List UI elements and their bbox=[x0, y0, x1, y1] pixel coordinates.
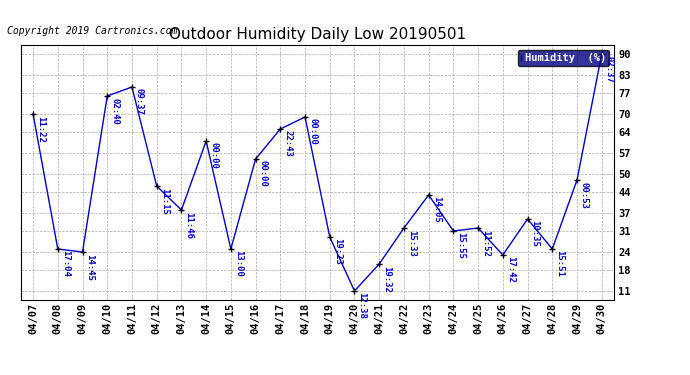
Text: 12:38: 12:38 bbox=[357, 292, 366, 320]
Text: 14:05: 14:05 bbox=[432, 196, 441, 223]
Text: Copyright 2019 Cartronics.com: Copyright 2019 Cartronics.com bbox=[7, 26, 177, 36]
Text: 17:42: 17:42 bbox=[506, 256, 515, 284]
Text: 15:55: 15:55 bbox=[456, 232, 465, 260]
Text: 15:51: 15:51 bbox=[555, 251, 564, 278]
Title: Outdoor Humidity Daily Low 20190501: Outdoor Humidity Daily Low 20190501 bbox=[169, 27, 466, 42]
Legend: Humidity  (%): Humidity (%) bbox=[518, 50, 609, 66]
Text: 17:04: 17:04 bbox=[61, 251, 70, 278]
Text: 13:00: 13:00 bbox=[234, 251, 243, 278]
Text: 15:33: 15:33 bbox=[407, 230, 416, 256]
Text: 00:00: 00:00 bbox=[308, 118, 317, 146]
Text: 19:32: 19:32 bbox=[382, 266, 391, 292]
Text: 00:53: 00:53 bbox=[580, 182, 589, 209]
Text: 00:00: 00:00 bbox=[259, 160, 268, 188]
Text: 00:00: 00:00 bbox=[209, 142, 218, 170]
Text: 10:35: 10:35 bbox=[531, 220, 540, 248]
Text: 02:37: 02:37 bbox=[604, 56, 613, 82]
Text: 14:45: 14:45 bbox=[86, 254, 95, 280]
Text: 11:15: 11:15 bbox=[159, 188, 168, 214]
Text: 11:46: 11:46 bbox=[184, 211, 193, 238]
Text: 22:43: 22:43 bbox=[284, 130, 293, 158]
Text: 11:52: 11:52 bbox=[481, 230, 490, 256]
Text: 09:37: 09:37 bbox=[135, 88, 144, 116]
Text: 19:23: 19:23 bbox=[333, 238, 342, 266]
Text: 02:40: 02:40 bbox=[110, 98, 119, 124]
Text: 11:22: 11:22 bbox=[36, 116, 45, 142]
